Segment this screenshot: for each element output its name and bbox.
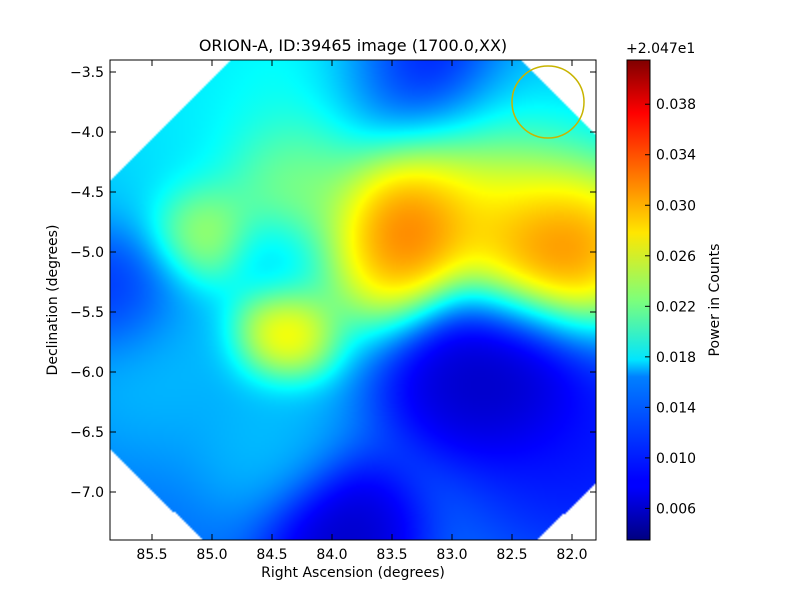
colorbar-tick-label: 0.026 [656, 249, 696, 265]
colorbar-tick-label: 0.010 [656, 451, 696, 467]
y-tick-label: −4.0 [70, 125, 104, 141]
x-tick-label: 84.0 [316, 547, 347, 563]
y-tick-label: −5.5 [70, 305, 104, 321]
x-tick-label: 84.5 [256, 547, 287, 563]
colorbar-tick-label: 0.006 [656, 501, 696, 517]
x-tick-label: 82.5 [496, 547, 527, 563]
colorbar-tick-label: 0.038 [656, 97, 696, 113]
colorbar-tick-label: 0.030 [656, 198, 696, 214]
chart-title: ORION-A, ID:39465 image (1700.0,XX) [199, 36, 507, 55]
y-tick-label: −6.0 [70, 365, 104, 381]
y-tick-label: −7.0 [70, 485, 104, 501]
colorbar-label: Power in Counts [707, 244, 723, 357]
y-tick-label: −6.5 [70, 425, 104, 441]
x-axis-ticks: 85.5 85.0 84.5 84.0 83.5 83.0 82.5 82.0 [136, 60, 588, 563]
colorbar-offset-label: +2.047e1 [626, 41, 695, 57]
beam-marker-circle [511, 65, 585, 139]
y-tick-label: −5.0 [70, 245, 104, 261]
x-tick-label: 82.0 [556, 547, 587, 563]
y-axis-label: Declination (degrees) [45, 225, 61, 376]
y-tick-label: −4.5 [70, 185, 104, 201]
x-tick-label: 83.0 [436, 547, 467, 563]
x-tick-label: 83.5 [376, 547, 407, 563]
colorbar-ticks: 0.006 0.010 0.014 0.018 0.022 0.026 0.030 0.034… [645, 97, 696, 517]
heatmap-image [110, 60, 596, 540]
colorbar [626, 59, 651, 541]
y-axis-ticks: −3.5 −4.0 −4.5 −5.0 −5.5 −6.0 −6.5 −7.0 [70, 65, 596, 501]
x-tick-label: 85.0 [196, 547, 227, 563]
colorbar-tick-label: 0.014 [656, 400, 696, 416]
x-axis-label: Right Ascension (degrees) [261, 565, 445, 581]
colorbar-tick-label: 0.018 [656, 350, 696, 366]
y-tick-label: −3.5 [70, 65, 104, 81]
colorbar-tick-label: 0.034 [656, 148, 696, 164]
x-tick-label: 85.5 [136, 547, 167, 563]
colorbar-tick-label: 0.022 [656, 299, 696, 315]
plot-frame [109, 59, 597, 541]
